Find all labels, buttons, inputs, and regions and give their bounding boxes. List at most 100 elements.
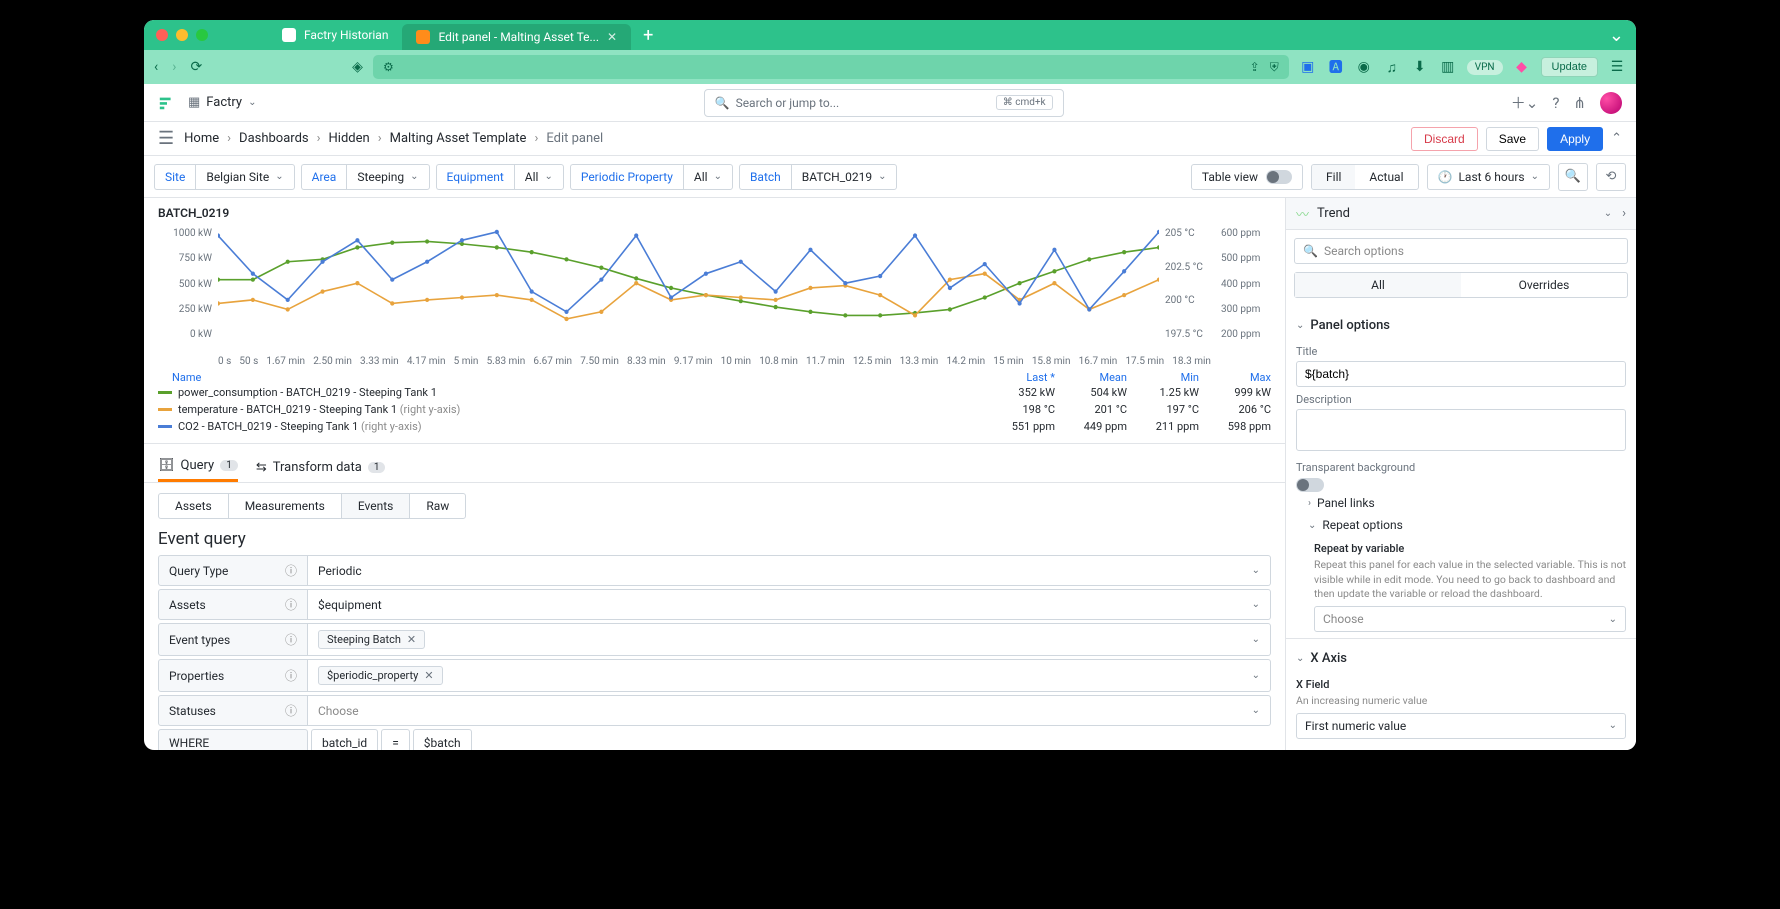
sync-icon[interactable]: ◉ <box>1355 58 1373 76</box>
menu-icon[interactable]: ☰ <box>1608 58 1626 76</box>
chart-plot[interactable] <box>218 226 1159 356</box>
legend-row[interactable]: power_consumption - BATCH_0219 - Steepin… <box>158 384 1271 401</box>
rss-icon[interactable]: ⋔ <box>1573 94 1586 112</box>
global-search-input[interactable]: 🔍 Search or jump to... ⌘ cmd+k <box>704 89 1064 117</box>
transparent-toggle[interactable] <box>1296 478 1324 492</box>
back-icon[interactable]: ‹ <box>154 59 158 75</box>
table-view-toggle[interactable]: Table view <box>1191 164 1303 190</box>
share-icon[interactable]: ⇪ <box>1250 60 1260 74</box>
fill-button[interactable]: Fill <box>1312 165 1355 189</box>
music-icon[interactable]: ♫ <box>1383 58 1401 76</box>
sidebar-icon[interactable]: ▥ <box>1439 58 1457 76</box>
info-icon[interactable]: ⓘ <box>285 667 297 684</box>
var-site-label: Site <box>154 164 195 190</box>
repeat-select[interactable]: Choose⌄ <box>1314 606 1626 632</box>
chip[interactable]: Steeping Batch✕ <box>318 630 425 649</box>
shield-icon[interactable]: ⛨ <box>1270 60 1279 75</box>
add-icon[interactable]: ＋⌄ <box>1511 92 1539 113</box>
xfield-select[interactable]: First numeric value⌄ <box>1296 713 1626 739</box>
minimize-icon[interactable] <box>176 29 188 41</box>
tab-label: Factry Historian <box>304 28 388 42</box>
chevron-down-icon: ⌄ <box>1531 171 1539 182</box>
info-icon[interactable]: ⓘ <box>285 702 297 719</box>
url-input[interactable]: ⚙ ⇪ ⛨ <box>373 55 1289 79</box>
chip[interactable]: $periodic_property✕ <box>318 666 443 685</box>
where-field[interactable]: batch_id <box>311 729 378 750</box>
browser-tab[interactable]: Factry Historian <box>268 20 402 50</box>
subtab-measurements[interactable]: Measurements <box>229 494 342 518</box>
chevron-right-icon[interactable]: › <box>1622 206 1626 221</box>
var-area-select[interactable]: Steeping⌄ <box>346 164 429 190</box>
actual-button[interactable]: Actual <box>1355 165 1417 189</box>
download-icon[interactable]: ⬇ <box>1411 58 1429 76</box>
statuses-select[interactable]: Choose⌄ <box>308 695 1271 726</box>
apply-button[interactable]: Apply <box>1547 127 1603 151</box>
folder-breadcrumb[interactable]: ▦ Factry ⌄ <box>188 95 256 110</box>
site-settings-icon[interactable]: ⚙ <box>383 60 394 74</box>
crumb-dashboards[interactable]: Dashboards <box>239 131 309 146</box>
translate-icon[interactable]: 🅰 <box>1327 58 1345 76</box>
title-input[interactable] <box>1296 361 1626 387</box>
chip-remove-icon[interactable]: ✕ <box>424 669 433 682</box>
title-label: Title <box>1296 345 1626 358</box>
logo-icon[interactable] <box>158 94 176 112</box>
discard-button[interactable]: Discard <box>1411 127 1478 151</box>
nav-menu-icon[interactable]: ☰ <box>158 128 174 149</box>
description-input[interactable] <box>1296 409 1626 451</box>
new-tab-button[interactable]: + <box>631 20 665 50</box>
app-name-label: Factry <box>206 95 242 110</box>
refresh-icon[interactable]: ⟲ <box>1596 163 1626 191</box>
save-button[interactable]: Save <box>1486 127 1539 151</box>
help-icon[interactable]: ? <box>1552 94 1559 112</box>
close-tab-icon[interactable]: ✕ <box>607 30 617 44</box>
zoom-out-icon[interactable]: 🔍 <box>1558 163 1588 191</box>
info-icon[interactable]: ⓘ <box>285 631 297 648</box>
crumb-home[interactable]: Home <box>184 131 219 146</box>
info-icon[interactable]: ⓘ <box>285 596 297 613</box>
tab-all[interactable]: All <box>1295 273 1461 297</box>
where-op[interactable]: = <box>381 729 410 750</box>
browser-tab[interactable]: Edit panel - Malting Asset Te... ✕ <box>402 24 631 50</box>
close-icon[interactable] <box>156 29 168 41</box>
panel-links-header[interactable]: ›Panel links <box>1308 492 1626 514</box>
avatar[interactable] <box>1600 92 1622 114</box>
forward-icon[interactable]: › <box>172 59 176 75</box>
collapse-icon[interactable]: ⌃ <box>1611 131 1622 146</box>
viz-picker[interactable]: 〰 Trend ⌄ › <box>1286 198 1636 230</box>
info-icon[interactable]: ⓘ <box>285 562 297 579</box>
query-type-select[interactable]: Periodic⌄ <box>308 555 1271 586</box>
extension-icon[interactable]: ▣ <box>1299 58 1317 76</box>
tab-overrides[interactable]: Overrides <box>1461 273 1627 297</box>
repeat-options-header[interactable]: ⌄Repeat options <box>1308 514 1626 536</box>
var-equip-select[interactable]: All⌄ <box>514 164 564 190</box>
legend-row[interactable]: temperature - BATCH_0219 - Steeping Tank… <box>158 401 1271 418</box>
maximize-icon[interactable] <box>196 29 208 41</box>
crumb-hidden[interactable]: Hidden <box>329 131 370 146</box>
titlebar-chevron-icon[interactable]: ⌄ <box>1609 25 1624 46</box>
event-types-select[interactable]: Steeping Batch✕⌄ <box>308 623 1271 656</box>
toggle-switch[interactable] <box>1266 170 1292 184</box>
var-batch-select[interactable]: BATCH_0219⌄ <box>791 164 898 190</box>
where-value[interactable]: $batch <box>413 729 472 750</box>
var-site-select[interactable]: Belgian Site⌄ <box>195 164 294 190</box>
crumb-template[interactable]: Malting Asset Template <box>390 131 527 146</box>
side-search-input[interactable]: 🔍 Search options <box>1294 238 1628 264</box>
chip-remove-icon[interactable]: ✕ <box>407 633 416 646</box>
tab-query[interactable]: 🗄 Query 1 <box>158 452 238 482</box>
properties-select[interactable]: $periodic_property✕⌄ <box>308 659 1271 692</box>
panel-options-header[interactable]: ⌄Panel options <box>1296 312 1626 339</box>
var-pprop-select[interactable]: All⌄ <box>683 164 733 190</box>
xaxis-header[interactable]: ⌄X Axis <box>1296 645 1626 672</box>
time-range-picker[interactable]: 🕐 Last 6 hours ⌄ <box>1427 164 1550 190</box>
brave-icon[interactable]: ◆ <box>1513 58 1531 76</box>
subtab-assets[interactable]: Assets <box>159 494 229 518</box>
tab-transform[interactable]: ⇆ Transform data 1 <box>256 452 386 482</box>
bookmark-icon[interactable]: ◈ <box>352 59 363 75</box>
subtab-events[interactable]: Events <box>342 494 411 518</box>
legend-row[interactable]: CO2 - BATCH_0219 - Steeping Tank 1 (righ… <box>158 418 1271 435</box>
subtab-raw[interactable]: Raw <box>410 494 465 518</box>
vpn-badge[interactable]: VPN <box>1467 60 1503 75</box>
reload-icon[interactable]: ⟳ <box>190 59 202 75</box>
update-button[interactable]: Update <box>1541 57 1598 77</box>
assets-select[interactable]: $equipment⌄ <box>308 589 1271 620</box>
